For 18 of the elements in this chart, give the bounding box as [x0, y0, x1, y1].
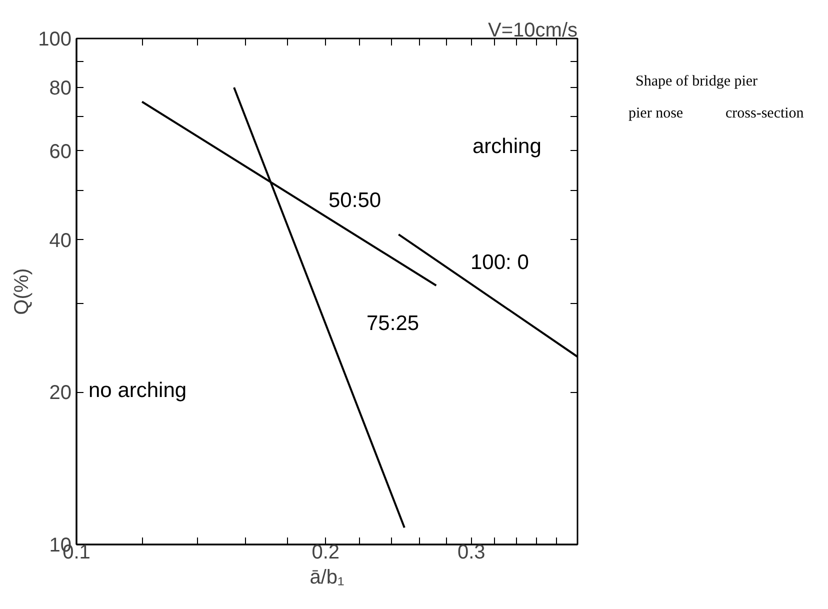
y-axis-title: Q(%) — [11, 268, 34, 315]
chart-title: V=10cm/s — [488, 20, 578, 42]
text: cross-section — [726, 105, 804, 122]
y-tick-label: 60 — [49, 140, 72, 163]
text: pier nose — [628, 105, 684, 122]
annotation: 50:50 — [328, 189, 382, 212]
y-tick-label: 100 — [38, 28, 72, 50]
text: Shape of bridge pier — [636, 74, 758, 90]
y-tick-label: 40 — [49, 230, 72, 252]
annotation: arching — [472, 135, 542, 158]
x-tick-label: 0.3 — [458, 542, 486, 564]
y-tick-label: 20 — [49, 382, 72, 404]
annotation: 75:25 — [366, 312, 420, 335]
annotation: no arching — [88, 379, 187, 402]
annotation: 100: 0 — [470, 251, 529, 274]
x-axis-title: ā/b₁ — [310, 566, 345, 588]
y-tick-label: 80 — [49, 78, 72, 100]
x-tick-label: 0.2 — [312, 542, 340, 564]
